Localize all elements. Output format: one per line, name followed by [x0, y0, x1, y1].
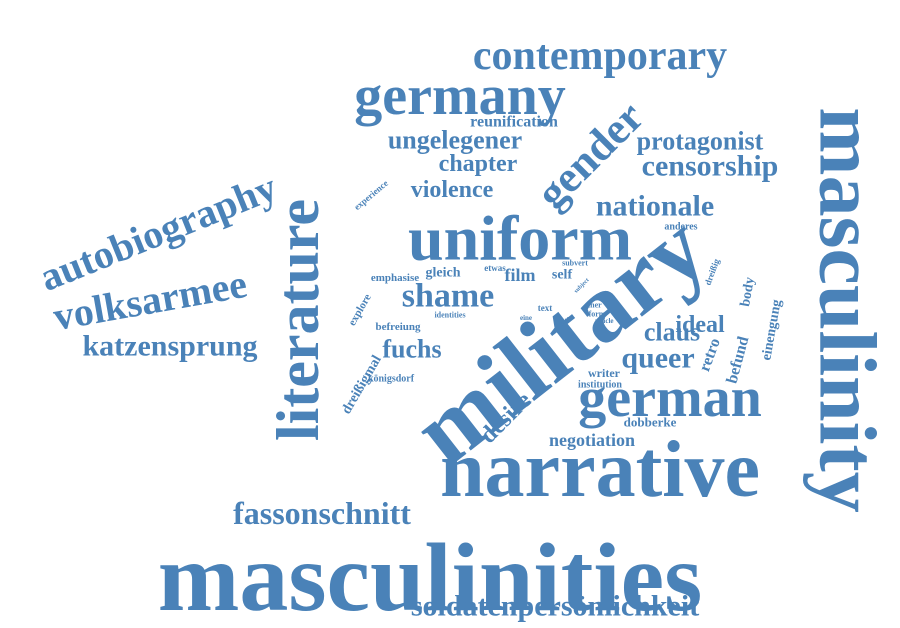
word-form: form: [589, 310, 606, 319]
word-protagonist: protagonist: [637, 127, 764, 156]
word-ideal: ideal: [675, 312, 725, 338]
word-identities: identities: [434, 311, 465, 320]
word-subvert: subvert: [562, 259, 588, 268]
word-emphasise: emphasise: [371, 272, 419, 284]
word-masculinities: masculinities: [158, 524, 702, 628]
word-reunification: reunification: [470, 114, 558, 131]
word-fuchs: fuchs: [382, 335, 441, 364]
word-german: german: [578, 367, 762, 429]
word-explore: explore: [346, 292, 374, 328]
word-use: use: [566, 332, 576, 342]
word-film: film: [505, 265, 536, 285]
word-claus: claus: [644, 318, 700, 347]
word-institution: institution: [578, 380, 622, 391]
word-eine: eine: [520, 314, 532, 322]
word-nationale: nationale: [596, 190, 714, 223]
word-etwas: etwas: [484, 263, 506, 273]
word-konigsdorf: königsdorf: [368, 374, 415, 385]
word-befreiung: befreiung: [375, 321, 421, 333]
word-dreissigmal: dreißigmal: [339, 353, 385, 417]
word-fassonschnitt: fassonschnitt: [233, 495, 411, 531]
word-text: text: [538, 303, 553, 313]
word-queer: queer: [621, 342, 694, 375]
word-masculinity: masculinity: [803, 107, 894, 512]
word-germany: germany: [354, 65, 566, 127]
word-anderes: anderes: [664, 222, 697, 233]
word-shame: shame: [402, 278, 495, 315]
word-einengung: einengung: [759, 298, 784, 361]
word-negotiation: negotiation: [549, 430, 635, 450]
word-ungelegener: ungelegener: [388, 126, 522, 155]
word-dobberke: dobberke: [624, 415, 677, 430]
word-writer: writer: [588, 366, 621, 380]
word-experience: experience: [352, 178, 390, 212]
word-censorship: censorship: [642, 150, 779, 183]
word-gleich: gleich: [426, 266, 461, 281]
word-violence: violence: [411, 177, 494, 203]
word-narrative: narrative: [440, 426, 760, 514]
word-uniform: uniform: [408, 203, 632, 274]
word-soldatenpersonlichkeit: soldatenpersönlichkeit: [411, 590, 699, 623]
word-einer: einer: [584, 301, 602, 310]
word-chapter: chapter: [439, 151, 518, 177]
word-contemporary: contemporary: [473, 33, 727, 79]
word-article: article: [594, 317, 613, 325]
word-literature: literature: [265, 199, 331, 441]
word-body: body: [738, 276, 758, 308]
word-self: self: [552, 268, 573, 283]
word-katzensprung: katzensprung: [82, 330, 257, 363]
